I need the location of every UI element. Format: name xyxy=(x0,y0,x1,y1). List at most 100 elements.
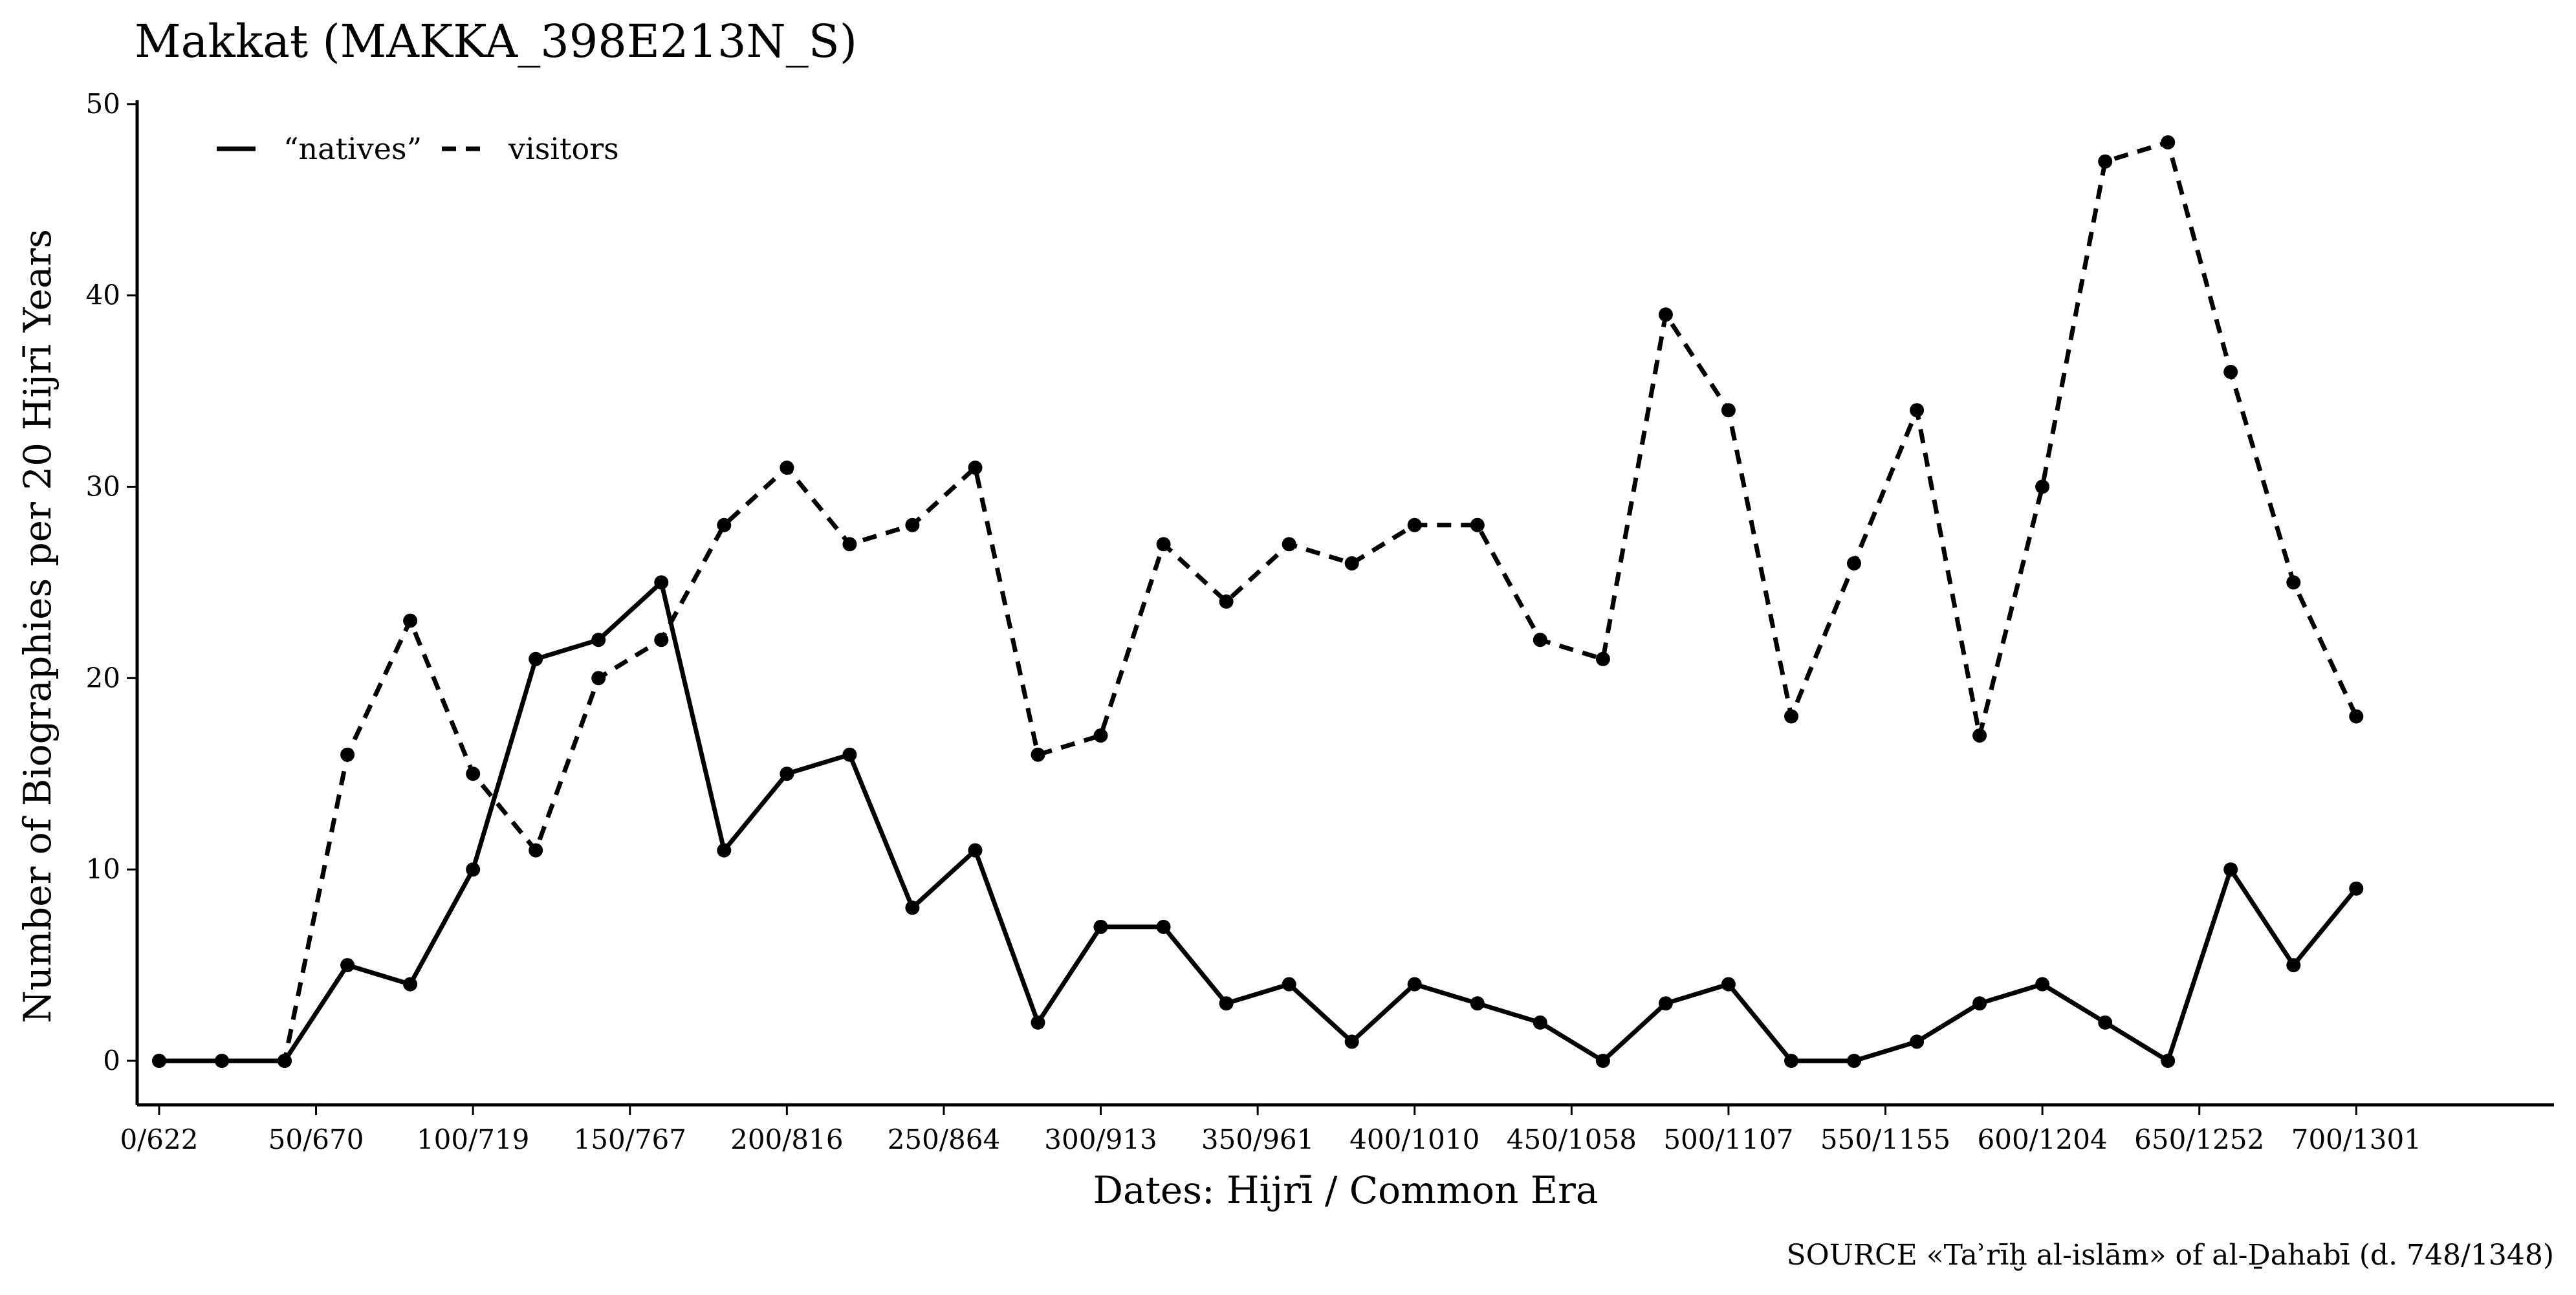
y-axis-ticks: 0 10 20 30 40 50 xyxy=(86,88,137,1076)
data-point xyxy=(1407,977,1422,992)
x-tick-label: 500/1107 xyxy=(1663,1124,1793,1155)
y-tick-label: 50 xyxy=(86,88,120,120)
data-point xyxy=(1847,1054,1861,1068)
data-point xyxy=(905,900,920,915)
data-point xyxy=(2349,881,2364,896)
source-caption: SOURCE «Taʾrīḫ al-islām» of al-Ḏahabī (d… xyxy=(1787,1239,2554,1272)
data-point xyxy=(1658,307,1673,322)
data-point xyxy=(780,767,794,781)
y-tick-label: 40 xyxy=(86,279,120,311)
data-point xyxy=(2161,1054,2176,1068)
data-point xyxy=(1219,594,1234,609)
data-point xyxy=(2223,862,2238,877)
data-point xyxy=(1344,1034,1359,1049)
data-point xyxy=(1470,996,1485,1011)
x-tick-label: 600/1204 xyxy=(1978,1124,2108,1155)
series-line xyxy=(159,140,2359,1063)
x-tick-label: 550/1155 xyxy=(1820,1124,1950,1155)
chart-title: Makkaŧ (MAKKA_398E213N_S) xyxy=(135,15,857,68)
data-point xyxy=(1784,709,1798,724)
data-point xyxy=(403,613,418,628)
x-axis-title: Dates: Hijrī / Common Era xyxy=(1093,1168,1599,1212)
data-point xyxy=(1721,977,1736,992)
data-point xyxy=(2098,1015,2113,1030)
data-point xyxy=(1847,556,1861,571)
x-axis-ticks: 0/622 50/670 100/719 150/767 200/816 250/864 3… xyxy=(120,1105,2421,1155)
x-tick-label: 150/767 xyxy=(574,1124,686,1155)
x-tick-label: 50/670 xyxy=(268,1124,364,1155)
data-point xyxy=(842,747,857,762)
y-tick-label: 0 xyxy=(103,1045,120,1076)
data-point xyxy=(1784,1054,1798,1068)
data-point xyxy=(529,843,543,858)
data-point xyxy=(2286,575,2301,590)
data-point xyxy=(529,651,543,666)
data-point xyxy=(1533,633,1547,648)
data-point xyxy=(780,461,794,475)
data-point xyxy=(1595,1054,1610,1068)
data-point xyxy=(654,633,669,648)
x-tick-label: 300/913 xyxy=(1044,1124,1157,1155)
data-point xyxy=(1533,1015,1547,1030)
data-point xyxy=(2161,135,2176,150)
data-point xyxy=(1344,556,1359,571)
data-point xyxy=(1910,1034,1925,1049)
data-point xyxy=(278,1054,292,1068)
series-natives xyxy=(152,575,2364,1068)
data-point xyxy=(968,843,983,858)
data-point xyxy=(1219,996,1234,1011)
data-point xyxy=(403,977,418,992)
data-point xyxy=(340,747,355,762)
data-point xyxy=(1972,996,1987,1011)
data-point xyxy=(1721,403,1736,418)
data-point xyxy=(2035,977,2050,992)
x-tick-label: 0/622 xyxy=(120,1124,198,1155)
data-point xyxy=(466,767,481,781)
data-point xyxy=(1595,651,1610,666)
data-point xyxy=(1093,728,1108,743)
series-line xyxy=(159,580,2359,1063)
data-point xyxy=(905,517,920,532)
data-point xyxy=(466,862,481,877)
data-point xyxy=(2035,479,2050,494)
data-point xyxy=(1156,919,1171,934)
data-point xyxy=(1658,996,1673,1011)
data-point xyxy=(654,575,669,590)
data-point xyxy=(340,958,355,973)
series-layer xyxy=(152,135,2364,1068)
data-point xyxy=(1407,517,1422,532)
data-point xyxy=(1031,1015,1045,1030)
x-tick-label: 350/961 xyxy=(1201,1124,1314,1155)
axes xyxy=(135,100,2554,1107)
x-tick-label: 100/719 xyxy=(417,1124,529,1155)
data-point xyxy=(968,461,983,475)
data-point xyxy=(1156,537,1171,552)
data-point xyxy=(842,537,857,552)
data-point xyxy=(215,1054,229,1068)
data-point xyxy=(1282,977,1296,992)
data-point xyxy=(717,517,732,532)
y-tick-label: 20 xyxy=(86,662,120,693)
series-visitors xyxy=(152,135,2364,1068)
data-point xyxy=(1031,747,1045,762)
data-point xyxy=(1282,537,1296,552)
legend-label-visitors: visitors xyxy=(508,131,619,166)
data-point xyxy=(591,671,606,686)
data-point xyxy=(1093,919,1108,934)
data-point xyxy=(152,1054,166,1068)
x-tick-label: 650/1252 xyxy=(2134,1124,2264,1155)
legend: “natives” visitors xyxy=(217,131,619,166)
x-tick-label: 250/864 xyxy=(888,1124,1000,1155)
data-point xyxy=(591,633,606,648)
x-tick-label: 450/1058 xyxy=(1507,1124,1637,1155)
y-axis-title: Number of Biographies per 20 Hijrī Years xyxy=(16,229,60,1023)
data-point xyxy=(1910,403,1925,418)
legend-label-natives: “natives” xyxy=(283,131,422,166)
x-tick-label: 700/1301 xyxy=(2291,1124,2421,1155)
data-point xyxy=(1470,517,1485,532)
data-point xyxy=(2223,365,2238,379)
y-tick-label: 10 xyxy=(86,853,120,885)
x-tick-label: 200/816 xyxy=(730,1124,843,1155)
data-point xyxy=(2098,154,2113,169)
y-tick-label: 30 xyxy=(86,471,120,503)
